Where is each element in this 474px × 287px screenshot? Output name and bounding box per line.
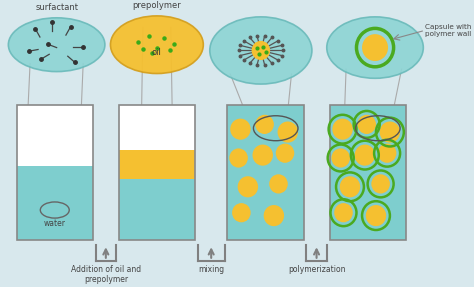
Bar: [228, 105, 303, 240]
Text: polymerization: polymerization: [288, 265, 345, 274]
Bar: [119, 150, 195, 179]
Bar: [329, 105, 406, 240]
Circle shape: [252, 41, 270, 60]
Circle shape: [331, 148, 350, 168]
Bar: [329, 105, 406, 240]
Circle shape: [366, 205, 386, 226]
Circle shape: [380, 121, 400, 143]
Text: mixing: mixing: [198, 265, 224, 274]
Bar: [17, 166, 93, 240]
Circle shape: [230, 119, 251, 140]
Circle shape: [237, 176, 258, 197]
Text: prepolymer: prepolymer: [133, 1, 181, 10]
Circle shape: [340, 176, 360, 197]
Bar: [17, 105, 93, 240]
Circle shape: [362, 34, 388, 61]
Text: surfactant: surfactant: [35, 3, 78, 12]
Circle shape: [355, 145, 375, 166]
Text: Addition of oil and
prepolymer: Addition of oil and prepolymer: [71, 265, 141, 284]
Text: Capsule with
polymer wall: Capsule with polymer wall: [425, 24, 472, 37]
Ellipse shape: [9, 18, 105, 71]
Text: water: water: [44, 219, 66, 228]
Ellipse shape: [110, 16, 203, 73]
Circle shape: [276, 144, 294, 163]
Bar: [119, 105, 195, 240]
Bar: [119, 179, 195, 240]
Circle shape: [264, 205, 284, 226]
Circle shape: [371, 174, 390, 193]
Text: oil: oil: [152, 48, 162, 57]
Bar: [228, 105, 303, 240]
Ellipse shape: [327, 17, 423, 78]
Circle shape: [278, 121, 298, 143]
Circle shape: [253, 145, 273, 166]
Ellipse shape: [210, 17, 312, 84]
Circle shape: [269, 174, 288, 193]
Circle shape: [332, 119, 353, 140]
Circle shape: [357, 115, 376, 134]
Circle shape: [378, 144, 396, 163]
Circle shape: [334, 203, 353, 222]
Circle shape: [255, 115, 274, 134]
Circle shape: [229, 148, 248, 168]
Bar: [17, 105, 93, 166]
Circle shape: [232, 203, 251, 222]
Bar: [119, 105, 195, 150]
